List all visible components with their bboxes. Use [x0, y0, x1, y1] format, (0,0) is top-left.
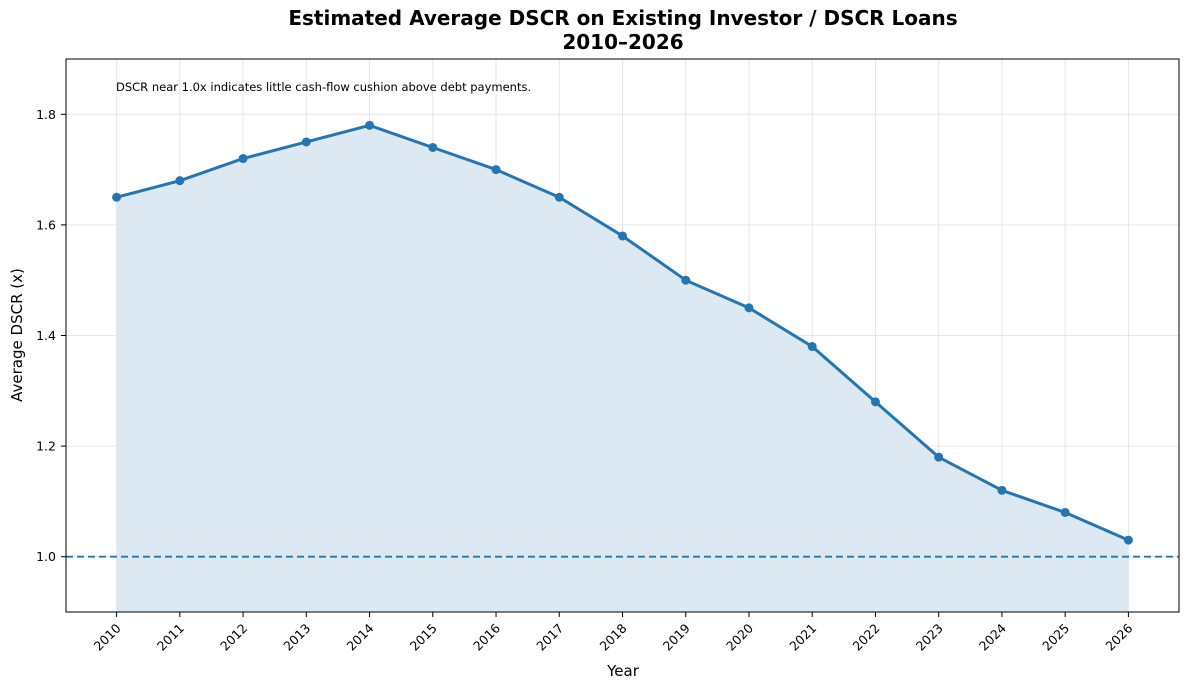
- data-point: [365, 120, 375, 130]
- x-tick-label: 2015: [407, 621, 440, 654]
- y-axis-ticks: 1.0 1.2 1.4 1.6 1.8: [36, 107, 66, 564]
- x-axis-ticks: 2010 2011 2012 2013 2014 2015 2016 2017 2018 2019…: [91, 612, 1136, 654]
- x-tick-label: 2023: [913, 621, 946, 654]
- data-point: [1060, 507, 1070, 517]
- y-tick-label: 1.4: [36, 328, 56, 343]
- x-tick-label: 2018: [597, 620, 630, 653]
- data-point: [238, 154, 248, 164]
- chart-annotation: DSCR near 1.0x indicates little cash-flo…: [116, 80, 531, 94]
- chart-title-line2: 2010–2026: [562, 30, 683, 54]
- data-point: [1123, 535, 1133, 545]
- data-point: [807, 342, 817, 352]
- data-point: [175, 176, 185, 186]
- data-point: [997, 485, 1007, 495]
- y-tick-label: 1.2: [36, 439, 56, 454]
- x-tick-label: 2011: [154, 621, 187, 654]
- chart-title-line1: Estimated Average DSCR on Existing Inves…: [288, 6, 957, 30]
- x-tick-label: 2022: [849, 621, 882, 654]
- data-point: [554, 192, 564, 202]
- x-tick-label: 2024: [976, 620, 1009, 653]
- x-tick-label: 2026: [1102, 620, 1135, 653]
- y-tick-label: 1.8: [36, 107, 56, 122]
- data-points: [112, 120, 1133, 545]
- data-point: [870, 397, 880, 407]
- y-tick-label: 1.6: [36, 217, 56, 232]
- data-point: [681, 275, 691, 285]
- x-tick-label: 2013: [280, 621, 313, 654]
- x-tick-label: 2010: [91, 620, 124, 653]
- data-point: [744, 303, 754, 313]
- data-point: [934, 452, 944, 462]
- x-tick-label: 2019: [660, 620, 693, 653]
- data-point: [301, 137, 311, 147]
- x-tick-label: 2020: [723, 620, 756, 653]
- area-fill-layer: [116, 125, 1129, 613]
- y-axis-label: Average DSCR (x): [8, 268, 26, 402]
- x-tick-label: 2012: [217, 621, 250, 654]
- x-tick-label: 2021: [786, 621, 819, 654]
- area-fill: [116, 125, 1129, 613]
- x-tick-label: 2014: [344, 620, 377, 653]
- y-tick-label: 1.0: [36, 549, 56, 564]
- data-point: [491, 165, 501, 175]
- data-point: [428, 142, 438, 152]
- data-point: [112, 192, 122, 202]
- x-tick-label: 2017: [533, 621, 566, 654]
- data-point: [618, 231, 627, 241]
- x-tick-label: 2016: [470, 620, 503, 653]
- x-tick-label: 2025: [1039, 621, 1072, 654]
- x-axis-label: Year: [606, 662, 640, 680]
